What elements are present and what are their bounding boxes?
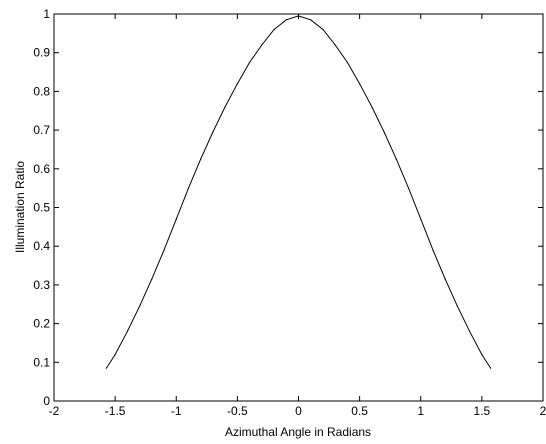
data-point bbox=[395, 158, 397, 160]
data-point bbox=[273, 28, 275, 31]
data-point bbox=[359, 83, 361, 85]
x-tick-label: 2 bbox=[540, 404, 546, 418]
x-tick-label: 0 bbox=[295, 404, 302, 418]
y-tick-label: 0.9 bbox=[33, 46, 50, 60]
data-point bbox=[139, 305, 141, 307]
series-line bbox=[105, 15, 492, 369]
x-tick-label: 1.5 bbox=[474, 404, 491, 418]
data-point bbox=[200, 158, 202, 160]
data-point bbox=[371, 106, 373, 108]
data-point bbox=[151, 278, 153, 280]
data-point bbox=[407, 187, 410, 189]
data-point bbox=[297, 15, 300, 17]
data-point bbox=[126, 330, 128, 332]
data-point bbox=[346, 61, 348, 64]
y-tick-label: 0.8 bbox=[33, 84, 50, 98]
data-point bbox=[456, 305, 458, 307]
data-point bbox=[481, 354, 483, 356]
data-point bbox=[114, 354, 116, 356]
x-tick-label: 0.5 bbox=[351, 404, 368, 418]
x-tick-label: -2 bbox=[49, 404, 60, 418]
data-point bbox=[236, 83, 238, 85]
data-point bbox=[163, 249, 165, 251]
data-point bbox=[469, 330, 471, 332]
data-point bbox=[383, 131, 385, 133]
y-tick-label: 0 bbox=[43, 394, 50, 408]
data-point bbox=[187, 187, 190, 189]
data-point bbox=[261, 44, 263, 46]
tick-group bbox=[53, 13, 544, 402]
data-point bbox=[224, 106, 226, 108]
data-point bbox=[212, 131, 214, 133]
y-axis-label: Illumination Ratio bbox=[13, 161, 27, 253]
tick-label-group: -2 -1.5 -1 -0.5 0 0.5 1 1.5 2 0 0.1 0.2 0.3 0.4 0.5 0.6… bbox=[33, 7, 546, 418]
y-tick-label: 0.7 bbox=[33, 123, 50, 137]
x-tick-label: 1 bbox=[417, 404, 424, 418]
y-tick-label: 0.6 bbox=[33, 162, 50, 176]
y-tick-label: 0.2 bbox=[33, 317, 50, 331]
y-tick-label: 0.3 bbox=[33, 278, 50, 292]
y-tick-label: 0.5 bbox=[33, 201, 50, 215]
y-tick-label: 0.4 bbox=[33, 239, 50, 253]
data-point bbox=[420, 218, 422, 220]
x-tick-label: -0.5 bbox=[227, 404, 248, 418]
data-point bbox=[432, 249, 434, 251]
data-point bbox=[444, 278, 446, 280]
data-point bbox=[249, 61, 251, 64]
data-point bbox=[105, 367, 107, 369]
data-point bbox=[175, 218, 177, 220]
y-tick-label: 0.1 bbox=[33, 355, 50, 369]
data-point bbox=[334, 44, 336, 46]
x-tick-label: -1 bbox=[171, 404, 182, 418]
y-tick-label: 1 bbox=[43, 7, 50, 21]
x-axis-label: Azimuthal Angle in Radians bbox=[225, 425, 371, 439]
plot-frame bbox=[53, 13, 544, 402]
data-point bbox=[285, 19, 287, 21]
data-point bbox=[322, 28, 324, 31]
data-point bbox=[310, 19, 312, 21]
series-group bbox=[105, 15, 492, 369]
data-point bbox=[490, 367, 492, 369]
x-tick-label: -1.5 bbox=[105, 404, 126, 418]
